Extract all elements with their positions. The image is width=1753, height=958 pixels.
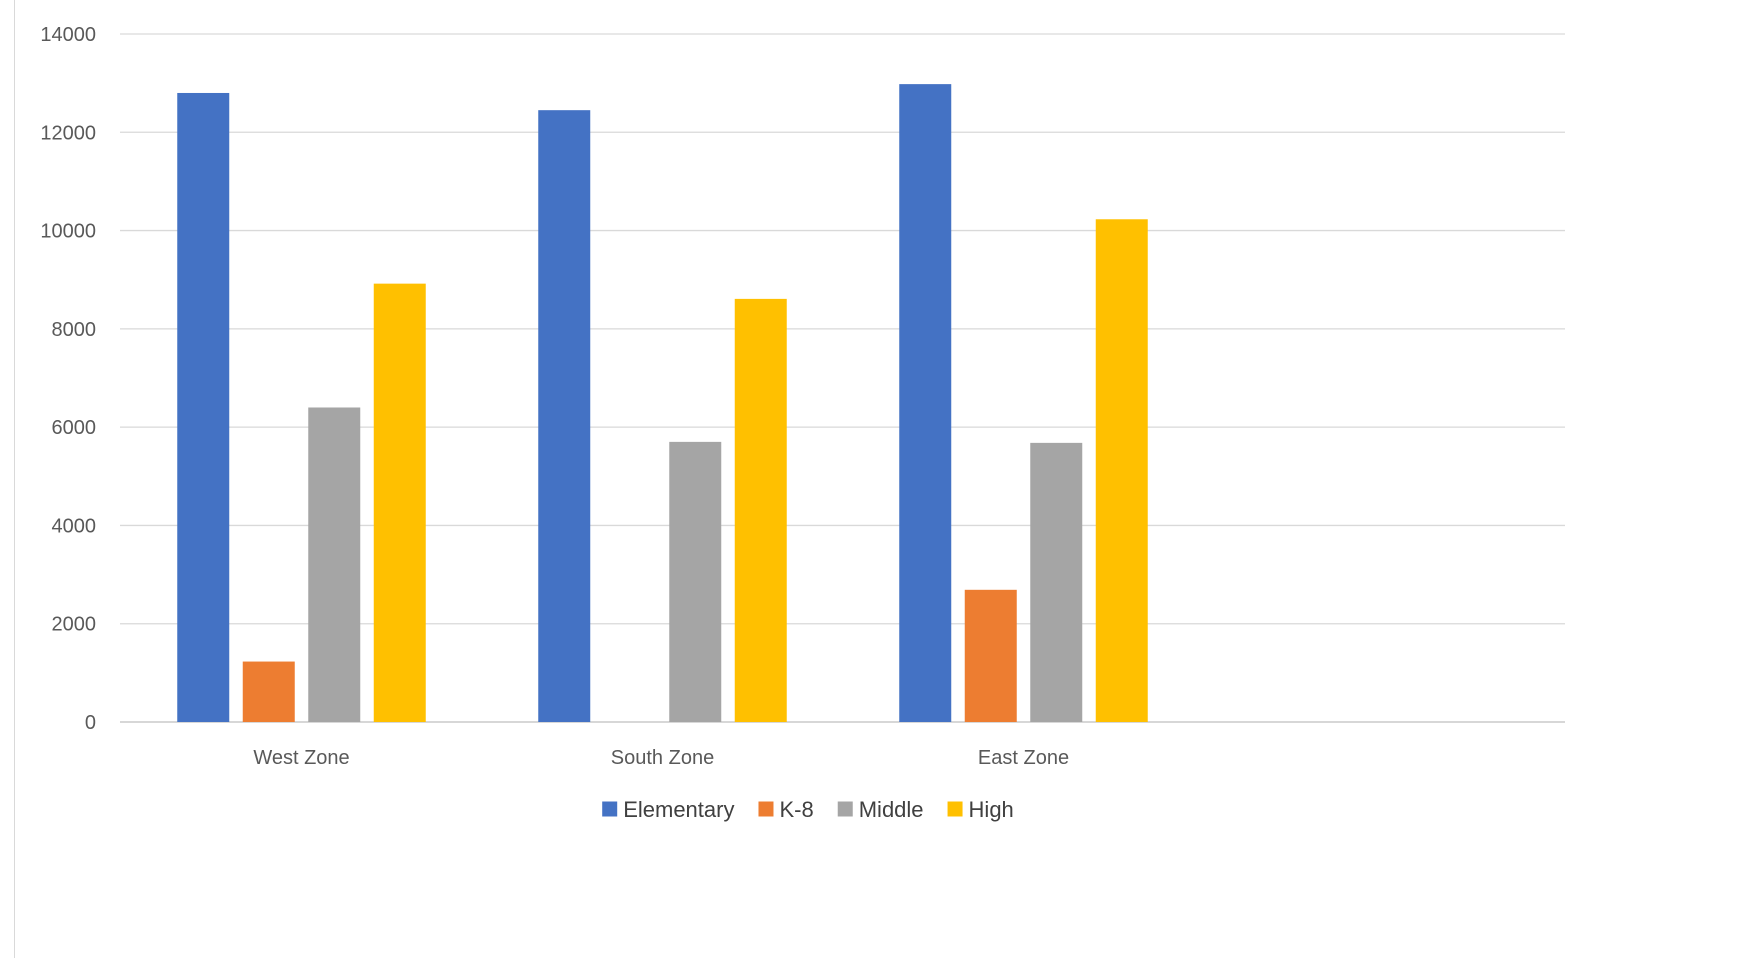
x-axis-ticks: West Zone South Zone East Zone xyxy=(253,747,1069,769)
bar-high-south-zone xyxy=(734,298,787,722)
x-tick-label: East Zone xyxy=(978,747,1069,769)
bars xyxy=(177,84,1148,723)
legend-swatch-elementary xyxy=(602,801,618,817)
legend-label-elementary: Elementary xyxy=(623,797,734,822)
x-tick-label: West Zone xyxy=(253,747,349,769)
legend-swatch-high xyxy=(947,801,963,817)
y-tick-label: 12000 xyxy=(40,122,96,144)
y-tick-label: 6000 xyxy=(52,417,97,439)
x-tick-label: South Zone xyxy=(611,747,714,769)
bar-k-8-west-zone xyxy=(242,661,295,722)
y-tick-label: 4000 xyxy=(52,515,97,537)
bar-middle-east-zone xyxy=(1030,442,1083,722)
bar-middle-south-zone xyxy=(669,441,722,722)
bar-elementary-south-zone xyxy=(538,110,591,722)
bar-middle-west-zone xyxy=(308,407,361,722)
y-tick-label: 8000 xyxy=(52,319,97,341)
bar-high-east-zone xyxy=(1095,219,1148,723)
legend-swatch-middle xyxy=(837,801,853,817)
bar-elementary-east-zone xyxy=(899,84,952,722)
legend: Elementary K-8 Middle High xyxy=(602,797,1014,822)
legend-swatch-k-8 xyxy=(758,801,774,817)
chart-frame xyxy=(14,0,1753,958)
gridlines xyxy=(120,33,1565,723)
y-tick-label: 14000 xyxy=(40,24,96,46)
y-tick-label: 10000 xyxy=(40,221,96,243)
bar-elementary-west-zone xyxy=(177,92,230,722)
legend-label-k-8: K-8 xyxy=(779,797,813,822)
y-tick-label: 2000 xyxy=(52,614,97,636)
legend-label-middle: Middle xyxy=(859,797,924,822)
y-axis-ticks: 0 2000 4000 6000 8000 10000 12000 14000 xyxy=(40,24,96,734)
y-tick-label: 0 xyxy=(85,712,96,734)
bar-high-west-zone xyxy=(373,283,426,722)
bar-k-8-east-zone xyxy=(964,589,1017,722)
legend-label-high: High xyxy=(969,797,1014,822)
